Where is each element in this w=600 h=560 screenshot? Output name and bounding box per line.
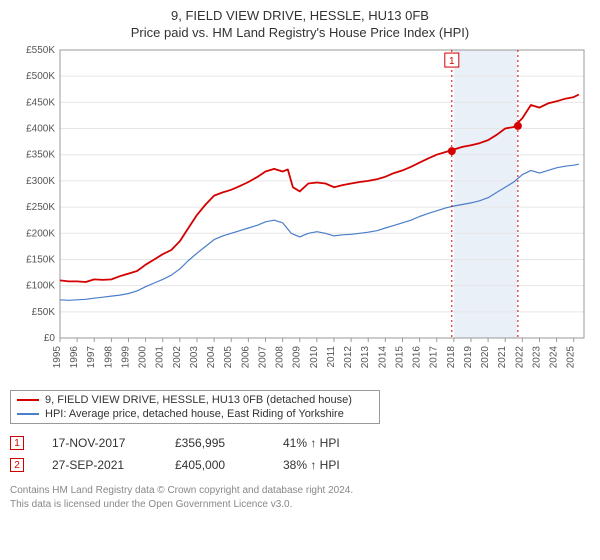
svg-text:2001: 2001 <box>155 346 166 369</box>
svg-text:2000: 2000 <box>138 346 149 369</box>
svg-text:2003: 2003 <box>189 346 200 369</box>
sale-row: 2 27-SEP-2021 £405,000 38% ↑ HPI <box>10 454 590 476</box>
sale-price: £405,000 <box>175 458 255 472</box>
price-chart: £0 £50K £100K £150K £200K £250K £300K £350K £400… <box>10 44 590 384</box>
svg-text:£350K: £350K <box>26 150 55 161</box>
title-address: 9, FIELD VIEW DRIVE, HESSLE, HU13 0FB <box>10 8 590 23</box>
svg-text:2023: 2023 <box>531 346 542 369</box>
svg-text:2002: 2002 <box>172 346 183 369</box>
svg-text:2017: 2017 <box>429 346 440 369</box>
svg-text:1999: 1999 <box>120 346 131 369</box>
svg-text:2005: 2005 <box>223 346 234 369</box>
svg-text:£50K: £50K <box>32 307 56 318</box>
svg-text:1996: 1996 <box>69 346 80 369</box>
footer-line: Contains HM Land Registry data © Crown c… <box>10 484 590 498</box>
svg-text:2015: 2015 <box>394 346 405 369</box>
svg-text:2004: 2004 <box>206 346 217 369</box>
svg-text:2013: 2013 <box>360 346 371 369</box>
svg-text:2024: 2024 <box>549 346 560 369</box>
svg-text:2016: 2016 <box>412 346 423 369</box>
footer-line: This data is licensed under the Open Gov… <box>10 498 590 512</box>
legend-label: 9, FIELD VIEW DRIVE, HESSLE, HU13 0FB (d… <box>45 394 352 406</box>
title-block: 9, FIELD VIEW DRIVE, HESSLE, HU13 0FB Pr… <box>10 8 590 40</box>
svg-text:£400K: £400K <box>26 124 55 135</box>
sale-date: 17-NOV-2017 <box>52 436 147 450</box>
legend-swatch <box>17 413 39 415</box>
svg-text:£550K: £550K <box>26 45 55 56</box>
svg-text:2020: 2020 <box>480 346 491 369</box>
sale-marker: 1 <box>10 436 24 450</box>
svg-text:2021: 2021 <box>497 346 508 369</box>
svg-text:2011: 2011 <box>326 346 337 368</box>
sales-table: 1 17-NOV-2017 £356,995 41% ↑ HPI 2 27-SE… <box>10 432 590 476</box>
footer: Contains HM Land Registry data © Crown c… <box>10 484 590 511</box>
svg-text:2008: 2008 <box>275 346 286 369</box>
title-subtitle: Price paid vs. HM Land Registry's House … <box>10 25 590 40</box>
svg-text:£250K: £250K <box>26 202 55 213</box>
svg-text:2006: 2006 <box>240 346 251 369</box>
svg-text:2019: 2019 <box>463 346 474 369</box>
sale-marker: 2 <box>10 458 24 472</box>
svg-text:2012: 2012 <box>343 346 354 369</box>
sale-vs-hpi: 41% ↑ HPI <box>283 436 340 450</box>
sale-row: 1 17-NOV-2017 £356,995 41% ↑ HPI <box>10 432 590 454</box>
legend-label: HPI: Average price, detached house, East… <box>45 408 344 420</box>
svg-text:2025: 2025 <box>566 346 577 369</box>
legend: 9, FIELD VIEW DRIVE, HESSLE, HU13 0FB (d… <box>10 390 380 424</box>
svg-text:£500K: £500K <box>26 71 55 82</box>
sale-vs-hpi: 38% ↑ HPI <box>283 458 340 472</box>
svg-text:2007: 2007 <box>257 346 268 369</box>
sale-date: 27-SEP-2021 <box>52 458 147 472</box>
svg-text:1997: 1997 <box>86 346 97 369</box>
svg-text:1995: 1995 <box>52 346 63 369</box>
svg-text:2014: 2014 <box>377 346 388 369</box>
legend-item: 9, FIELD VIEW DRIVE, HESSLE, HU13 0FB (d… <box>17 393 373 407</box>
chart-area: £0 £50K £100K £150K £200K £250K £300K £350K £400… <box>10 44 590 384</box>
svg-text:2018: 2018 <box>446 346 457 369</box>
svg-text:2022: 2022 <box>514 346 525 369</box>
svg-text:£100K: £100K <box>26 281 55 292</box>
sale-price: £356,995 <box>175 436 255 450</box>
svg-text:£0: £0 <box>44 333 56 344</box>
legend-swatch <box>17 399 39 401</box>
svg-text:1: 1 <box>449 56 455 67</box>
svg-text:£300K: £300K <box>26 176 55 187</box>
svg-text:1998: 1998 <box>103 346 114 369</box>
svg-text:£450K: £450K <box>26 97 55 108</box>
svg-text:£200K: £200K <box>26 228 55 239</box>
svg-text:£150K: £150K <box>26 254 55 265</box>
svg-text:2009: 2009 <box>292 346 303 369</box>
legend-item: HPI: Average price, detached house, East… <box>17 407 373 421</box>
svg-text:2010: 2010 <box>309 346 320 369</box>
